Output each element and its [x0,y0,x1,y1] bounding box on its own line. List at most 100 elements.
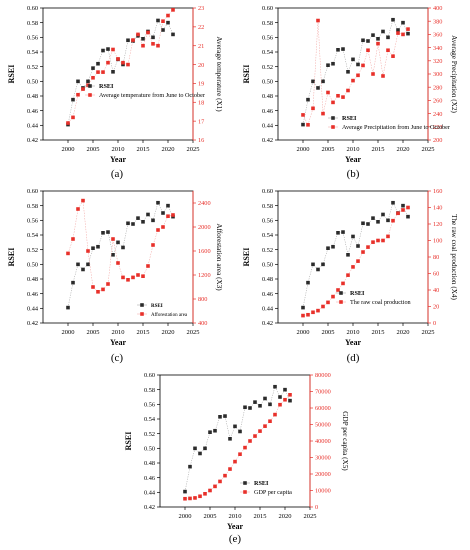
data-point-secondary [81,198,85,203]
legend-label: RSEI [342,115,357,122]
data-point-rsei [116,240,120,245]
y2-tick-label: 400 [433,5,442,12]
data-point-secondary [141,43,145,48]
plot-frame [42,7,194,141]
data-point-secondary [406,27,410,31]
data-point-secondary [166,214,170,218]
data-point-secondary [86,83,90,88]
y2-tick-label: 80 [433,254,439,261]
data-point-rsei [156,18,160,23]
chart-panel-d: 2000 2005 2010 2015 2020 2025 0.42 0.44 0.46 0.48… [235,183,470,363]
y-tick-label: 0.60 [27,5,38,12]
data-point-secondary [131,38,135,42]
data-point-rsei [243,405,247,410]
y2-tick-label: 340 [433,45,442,52]
data-point-secondary [136,273,140,277]
x-tick-label: 2025 [422,329,435,336]
legend-marker-secondary [331,125,335,129]
data-point-secondary [401,32,405,37]
y-tick-label: 0.48 [262,93,273,100]
y-tick-label: 0.44 [262,306,274,313]
y-tick-label: 0.52 [262,247,273,254]
chart-svg-d: 2000 2005 2010 2015 2020 2025 0.42 0.44 0.46 0.48… [242,188,458,347]
data-point-secondary [248,439,252,443]
y-tick-label: 0.48 [262,276,273,283]
data-point-secondary [86,249,90,253]
x-axis-label: Year [345,155,361,164]
data-point-rsei [71,97,75,102]
data-point-rsei [263,396,267,401]
data-point-secondary [151,42,155,46]
y2-tick-label: 140 [433,205,442,212]
data-point-secondary [116,57,120,61]
y2-tick-label: 40000 [315,438,331,445]
y2-tick-label: 120 [433,221,442,228]
y2-tick-label: 280 [433,84,442,91]
y2-tick-label: 19 [198,81,204,88]
y2-tick-label: 220 [433,124,442,131]
data-point-secondary [71,237,75,241]
series-line-rsei [184,386,291,492]
y2-tick-label: 20 [433,304,439,311]
data-point-secondary [161,19,165,23]
data-point-secondary [243,445,247,450]
y2-axis-label: Average Precipitation (X2) [450,35,458,113]
data-point-rsei [331,61,335,66]
data-point-rsei [406,31,410,36]
data-point-rsei [283,387,287,392]
data-point-rsei [253,400,257,404]
data-point-secondary [391,54,395,58]
data-point-secondary [346,88,350,93]
data-point-rsei [136,216,140,220]
data-point-rsei [193,446,197,451]
y2-tick-label: 0 [433,320,436,327]
data-point-rsei [361,221,365,226]
data-point-secondary [161,225,165,229]
y-tick-label: 0.58 [144,387,155,394]
data-point-rsei [76,262,80,267]
y-tick-label: 0.58 [262,20,273,27]
y-axis-label: RSEI [7,248,16,267]
x-tick-label: 2010 [112,146,125,153]
data-point-secondary [371,240,375,244]
y-tick-label: 0.42 [27,320,38,327]
series-line-secondary [302,207,409,316]
data-point-secondary [341,281,345,286]
y2-tick-label: 320 [433,58,442,65]
legend-marker-secondary [243,490,247,494]
panel-label-a: (a) [110,168,124,180]
data-point-rsei [91,246,95,250]
y-tick-label: 0.42 [27,137,38,144]
y2-tick-label: 100 [433,238,442,245]
data-point-rsei [183,489,187,494]
data-point-rsei [351,57,355,62]
x-tick-label: 2005 [87,329,100,336]
data-point-rsei [341,230,345,234]
x-tick-label: 2020 [162,146,175,153]
data-point-secondary [96,70,100,74]
x-tick-label: 2005 [87,146,100,153]
y-tick-label: 0.58 [262,203,273,210]
x-tick-label: 2000 [297,329,310,336]
x-axis-label: Year [345,338,361,347]
y2-tick-label: 50000 [315,422,331,429]
data-point-secondary [386,234,390,239]
y-tick-label: 0.56 [27,35,38,42]
x-tick-label: 2010 [112,329,125,336]
data-point-rsei [381,29,385,34]
y2-tick-label: 18 [198,99,204,106]
panel-label-c: (c) [110,352,124,364]
x-tick-label: 2000 [62,329,75,336]
data-point-secondary [366,48,370,53]
data-point-secondary [76,92,80,97]
y2-tick-label: 20000 [315,471,331,478]
data-point-rsei [341,47,345,51]
data-point-secondary [311,106,315,111]
x-tick-label: 2025 [304,513,317,520]
x-tick-label: 2020 [397,146,410,153]
y-tick-label: 0.48 [144,460,155,467]
data-point-rsei [161,28,165,32]
data-point-secondary [228,467,232,471]
data-point-rsei [213,428,217,433]
series-line-secondary [184,394,291,499]
